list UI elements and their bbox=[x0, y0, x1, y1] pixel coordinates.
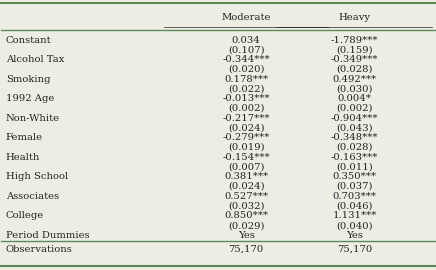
Text: (0.046): (0.046) bbox=[336, 201, 373, 211]
Text: Female: Female bbox=[6, 133, 43, 142]
Text: 1.131***: 1.131*** bbox=[332, 211, 377, 220]
Text: (0.002): (0.002) bbox=[228, 104, 264, 113]
Text: Heavy: Heavy bbox=[338, 14, 371, 22]
Text: 75,170: 75,170 bbox=[228, 245, 264, 254]
Text: 75,170: 75,170 bbox=[337, 245, 372, 254]
Text: -0.163***: -0.163*** bbox=[331, 153, 378, 162]
Text: -0.344***: -0.344*** bbox=[222, 55, 270, 64]
Text: 0.850***: 0.850*** bbox=[224, 211, 268, 220]
Text: Alcohol Tax: Alcohol Tax bbox=[6, 55, 64, 64]
Text: (0.020): (0.020) bbox=[228, 65, 264, 74]
Text: 0.178***: 0.178*** bbox=[224, 75, 268, 84]
Text: (0.019): (0.019) bbox=[228, 143, 265, 152]
Text: (0.107): (0.107) bbox=[228, 45, 265, 55]
Text: (0.029): (0.029) bbox=[228, 221, 264, 230]
Text: Associates: Associates bbox=[6, 192, 59, 201]
Text: Observations: Observations bbox=[6, 245, 72, 254]
Text: High School: High School bbox=[6, 172, 68, 181]
Text: 0.381***: 0.381*** bbox=[224, 172, 268, 181]
Text: Moderate: Moderate bbox=[221, 14, 271, 22]
Text: -0.154***: -0.154*** bbox=[222, 153, 270, 162]
Text: Constant: Constant bbox=[6, 36, 51, 45]
Text: College: College bbox=[6, 211, 44, 220]
Text: (0.011): (0.011) bbox=[336, 163, 373, 171]
Text: 1992 Age: 1992 Age bbox=[6, 94, 54, 103]
Text: -0.217***: -0.217*** bbox=[222, 114, 270, 123]
Text: Smoking: Smoking bbox=[6, 75, 50, 84]
Text: (0.159): (0.159) bbox=[336, 45, 373, 55]
Text: Health: Health bbox=[6, 153, 40, 162]
Text: (0.022): (0.022) bbox=[228, 85, 264, 93]
Text: (0.028): (0.028) bbox=[336, 143, 373, 152]
Text: 0.527***: 0.527*** bbox=[224, 192, 268, 201]
Text: (0.002): (0.002) bbox=[336, 104, 373, 113]
Text: 0.492***: 0.492*** bbox=[332, 75, 377, 84]
Text: (0.040): (0.040) bbox=[336, 221, 373, 230]
Text: -1.789***: -1.789*** bbox=[331, 36, 378, 45]
Text: Yes: Yes bbox=[346, 231, 363, 240]
Text: -0.349***: -0.349*** bbox=[331, 55, 378, 64]
Text: (0.030): (0.030) bbox=[336, 85, 373, 93]
Text: (0.043): (0.043) bbox=[336, 123, 373, 133]
Text: Non-White: Non-White bbox=[6, 114, 60, 123]
Text: Yes: Yes bbox=[238, 231, 255, 240]
Text: Period Dummies: Period Dummies bbox=[6, 231, 89, 240]
Text: (0.028): (0.028) bbox=[336, 65, 373, 74]
Text: -0.904***: -0.904*** bbox=[331, 114, 378, 123]
Text: (0.007): (0.007) bbox=[228, 163, 264, 171]
Text: (0.024): (0.024) bbox=[228, 123, 265, 133]
Text: (0.024): (0.024) bbox=[228, 182, 265, 191]
Text: 0.350***: 0.350*** bbox=[333, 172, 376, 181]
Text: 0.703***: 0.703*** bbox=[333, 192, 376, 201]
Text: -0.348***: -0.348*** bbox=[331, 133, 378, 142]
Text: 0.034: 0.034 bbox=[232, 36, 261, 45]
Text: (0.032): (0.032) bbox=[228, 201, 264, 211]
Text: 0.004*: 0.004* bbox=[337, 94, 371, 103]
Text: (0.037): (0.037) bbox=[336, 182, 373, 191]
Text: -0.279***: -0.279*** bbox=[222, 133, 270, 142]
Text: -0.013***: -0.013*** bbox=[222, 94, 270, 103]
